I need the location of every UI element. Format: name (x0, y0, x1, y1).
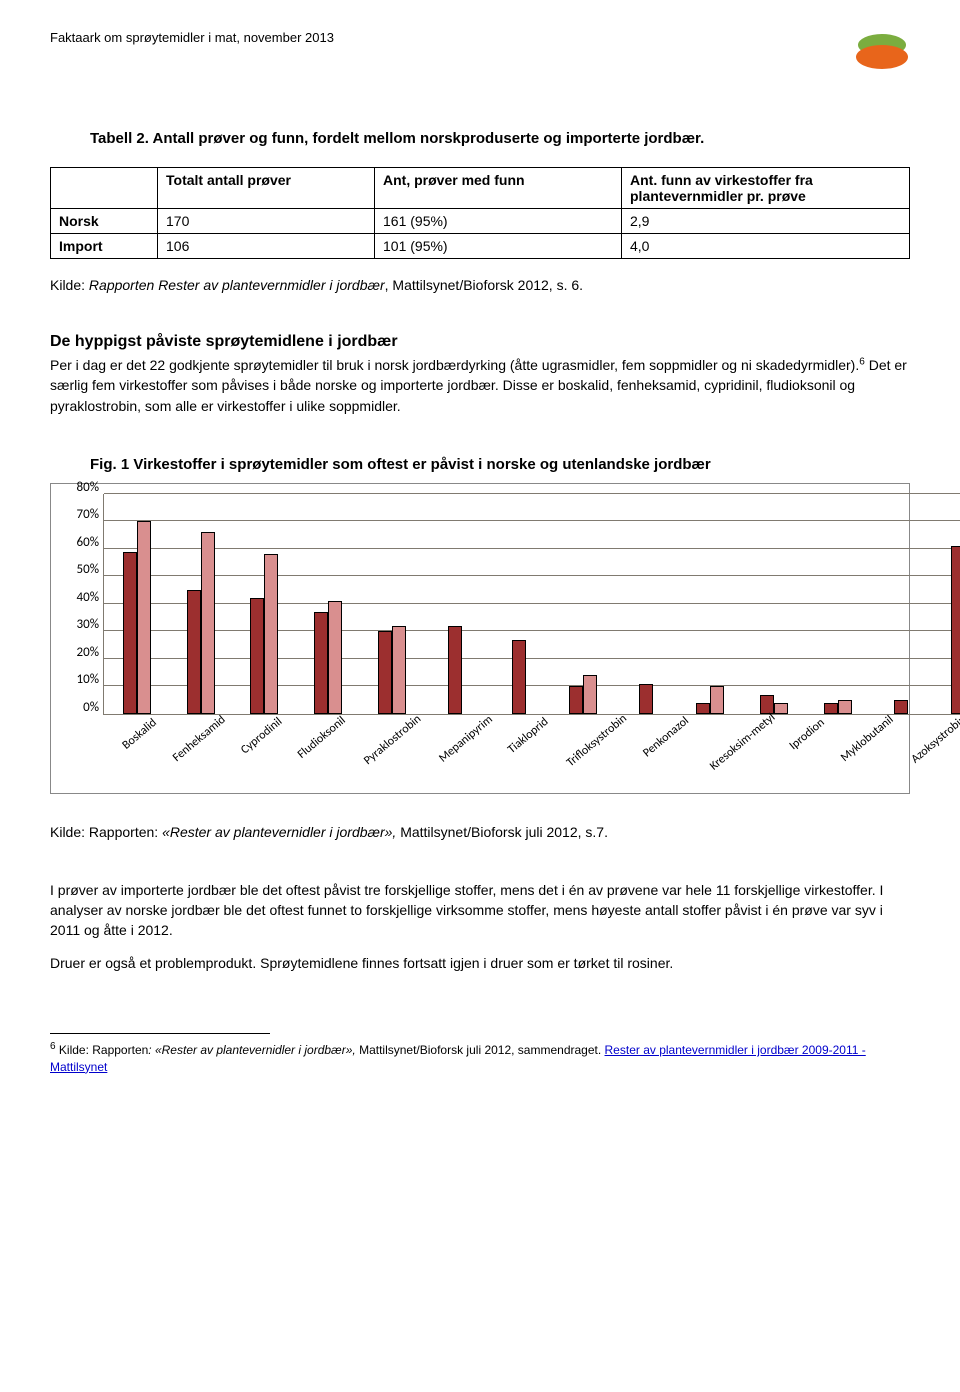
logo (855, 30, 910, 70)
table-cell: 170 (158, 209, 375, 234)
section-title: De hyppigst påviste sprøytemidlene i jor… (50, 333, 910, 351)
bar-import (512, 640, 526, 714)
table-cell: 161 (95%) (375, 209, 622, 234)
figure-title: Fig. 1 Virkestoffer i sprøytemidler som … (90, 456, 910, 473)
header-text: Faktaark om sprøytemidler i mat, novembe… (50, 30, 334, 45)
table-header-cell: Ant, prøver med funn (375, 168, 622, 209)
bar-group (681, 494, 739, 714)
source-suffix: Mattilsynet/Bioforsk juli 2012, s.7. (396, 824, 608, 840)
table-cell: 101 (95%) (375, 234, 622, 259)
bar-import (187, 590, 201, 714)
table-header-cell (51, 168, 158, 209)
bar-chart: 0%10%20%30%40%50%60%70%80% BoskalidFenhe… (50, 483, 910, 794)
bar-norsk (583, 675, 597, 714)
table-header-cell: Totalt antall prøver (158, 168, 375, 209)
bar-norsk (774, 703, 788, 714)
source-italic: Rapporten Rester av plantevernmidler i j… (89, 277, 385, 293)
bar-norsk (328, 601, 342, 714)
paragraph-2: Druer er også et problemprodukt. Sprøyte… (50, 953, 910, 973)
bar-group (299, 494, 357, 714)
bar-import (639, 684, 653, 714)
chart-area: 0%10%20%30%40%50%60%70%80% BoskalidFenhe… (61, 494, 960, 783)
table-header-row: Totalt antall prøver Ant, prøver med fun… (51, 168, 910, 209)
footnote: 6 Kilde: Rapporten: «Rester av plantever… (50, 1040, 910, 1076)
bar-group (618, 494, 676, 714)
footnote-separator (50, 1033, 270, 1034)
table-row: Import 106 101 (95%) 4,0 (51, 234, 910, 259)
bar-import (448, 626, 462, 714)
plot-row: 0%10%20%30%40%50%60%70%80% (61, 494, 960, 715)
bar-group (745, 494, 803, 714)
logo-bottom-ellipse (856, 45, 908, 69)
bar-group (490, 494, 548, 714)
bar-import (123, 552, 137, 714)
bar-group (235, 494, 293, 714)
footnote-mid: Mattilsynet/Bioforsk juli 2012, sammendr… (356, 1043, 605, 1057)
source-1: Kilde: Rapporten Rester av plantevernmid… (50, 277, 910, 293)
bar-import (951, 546, 960, 714)
page-header: Faktaark om sprøytemidler i mat, novembe… (50, 30, 910, 70)
table-row: Norsk 170 161 (95%) 2,9 (51, 209, 910, 234)
bar-import (894, 700, 908, 714)
bar-group (363, 494, 421, 714)
bar-import (314, 612, 328, 714)
paragraph-1: I prøver av importerte jordbær ble det o… (50, 880, 910, 941)
bar-group (554, 494, 612, 714)
bar-import (696, 703, 710, 714)
table-cell: Norsk (51, 209, 158, 234)
bar-norsk (710, 686, 724, 714)
data-table: Totalt antall prøver Ant, prøver med fun… (50, 167, 910, 259)
bar-group (172, 494, 230, 714)
y-axis: 0%10%20%30%40%50%60%70%80% (61, 494, 103, 714)
bar-norsk (838, 700, 852, 714)
x-label: Kresoksim-metyl (702, 705, 808, 809)
table-cell: Import (51, 234, 158, 259)
bar-group (872, 494, 930, 714)
source-prefix: Kilde: Rapporten: (50, 824, 162, 840)
source-prefix: Kilde: (50, 277, 89, 293)
plot-area (103, 494, 960, 715)
bar-group (427, 494, 485, 714)
bar-norsk (137, 521, 151, 714)
source-suffix: , Mattilsynet/Bioforsk 2012, s. 6. (385, 277, 583, 293)
bar-group (108, 494, 166, 714)
section-body: Per i dag er det 22 godkjente sprøytemid… (50, 355, 910, 416)
table-cell: 2,9 (622, 209, 910, 234)
bars-row (104, 494, 960, 714)
table-cell: 106 (158, 234, 375, 259)
bar-group (936, 494, 960, 714)
footnote-prefix: Kilde: Rapporten (56, 1043, 149, 1057)
bar-import (569, 686, 583, 714)
bar-import (378, 631, 392, 714)
bar-group (809, 494, 867, 714)
bar-import (824, 703, 838, 714)
table-title: Tabell 2. Antall prøver og funn, fordelt… (90, 130, 910, 147)
body-part-a: Per i dag er det 22 godkjente sprøytemid… (50, 357, 859, 373)
x-label: Azoksystrobin (904, 706, 960, 801)
table-cell: 4,0 (622, 234, 910, 259)
source-2: Kilde: Rapporten: «Rester av planteverni… (50, 824, 910, 840)
bar-import (250, 598, 264, 714)
bar-norsk (392, 626, 406, 714)
footnote-italic: : «Rester av plantevernidler i jordbær», (148, 1043, 355, 1057)
x-axis-labels: BoskalidFenheksamidCyprodinilFludioksoni… (103, 715, 960, 783)
document-page: Faktaark om sprøytemidler i mat, novembe… (0, 0, 960, 1116)
bar-norsk (264, 554, 278, 714)
source-italic: «Rester av plantevernidler i jordbær», (162, 824, 396, 840)
table-header-cell: Ant. funn av virkestoffer fra plantevern… (622, 168, 910, 209)
bar-norsk (201, 532, 215, 714)
